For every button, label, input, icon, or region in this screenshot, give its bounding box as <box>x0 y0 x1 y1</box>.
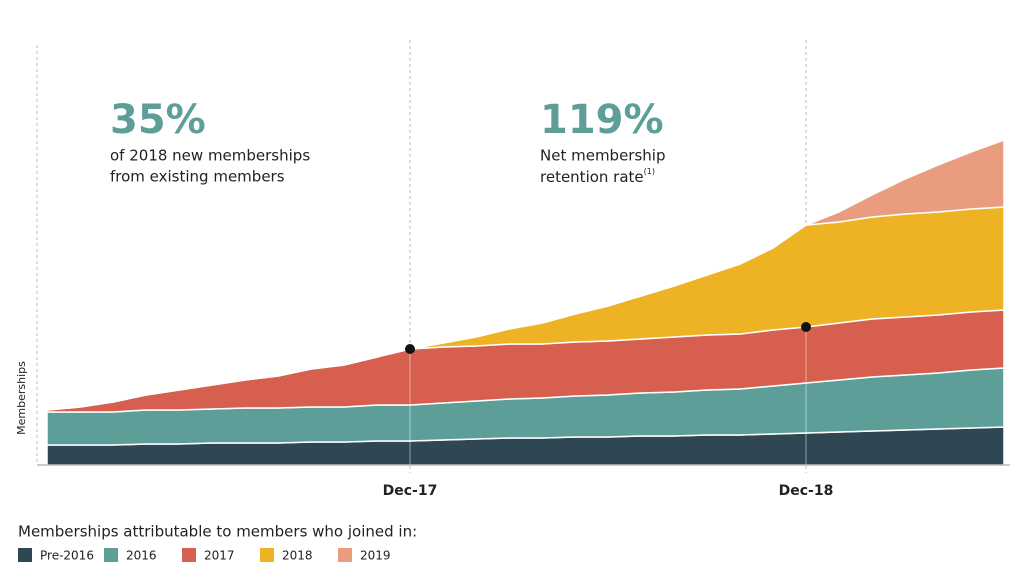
x-tick-label: Dec-17 <box>383 483 438 499</box>
legend-swatch <box>338 548 352 562</box>
annotation-headline: 35% <box>110 97 206 143</box>
legend-item: 2018 <box>260 548 313 563</box>
x-tick-label: Dec-18 <box>779 483 834 499</box>
legend-item: 2017 <box>182 548 235 563</box>
legend-label: 2018 <box>282 549 313 563</box>
legend-swatch <box>260 548 274 562</box>
marker-dot <box>801 322 811 332</box>
y-axis-label: Memberships <box>15 361 28 435</box>
annotation-text: from existing members <box>110 168 285 186</box>
legend-swatch <box>182 548 196 562</box>
area <box>46 138 1005 411</box>
legend-item: 2016 <box>104 548 157 563</box>
legend-swatch <box>18 548 32 562</box>
legend-label: 2016 <box>126 549 157 563</box>
legend-label: Pre-2016 <box>40 549 94 563</box>
annotation-headline: 119% <box>540 97 664 143</box>
annotation-text: Net membership <box>540 147 665 165</box>
legend-title: Memberships attributable to members who … <box>18 523 417 541</box>
footnote-mark: (1) <box>644 167 655 176</box>
annotation-line: retention rate <box>540 168 644 186</box>
legend-item: 2019 <box>338 548 391 563</box>
annotation-text: retention rate(1) <box>540 167 655 186</box>
marker-dot <box>405 344 415 354</box>
legend-label: 2019 <box>360 549 391 563</box>
annotation-text: of 2018 new memberships <box>110 147 310 165</box>
legend-label: 2017 <box>204 549 235 563</box>
legend-item: Pre-2016 <box>18 548 94 563</box>
legend-swatch <box>104 548 118 562</box>
